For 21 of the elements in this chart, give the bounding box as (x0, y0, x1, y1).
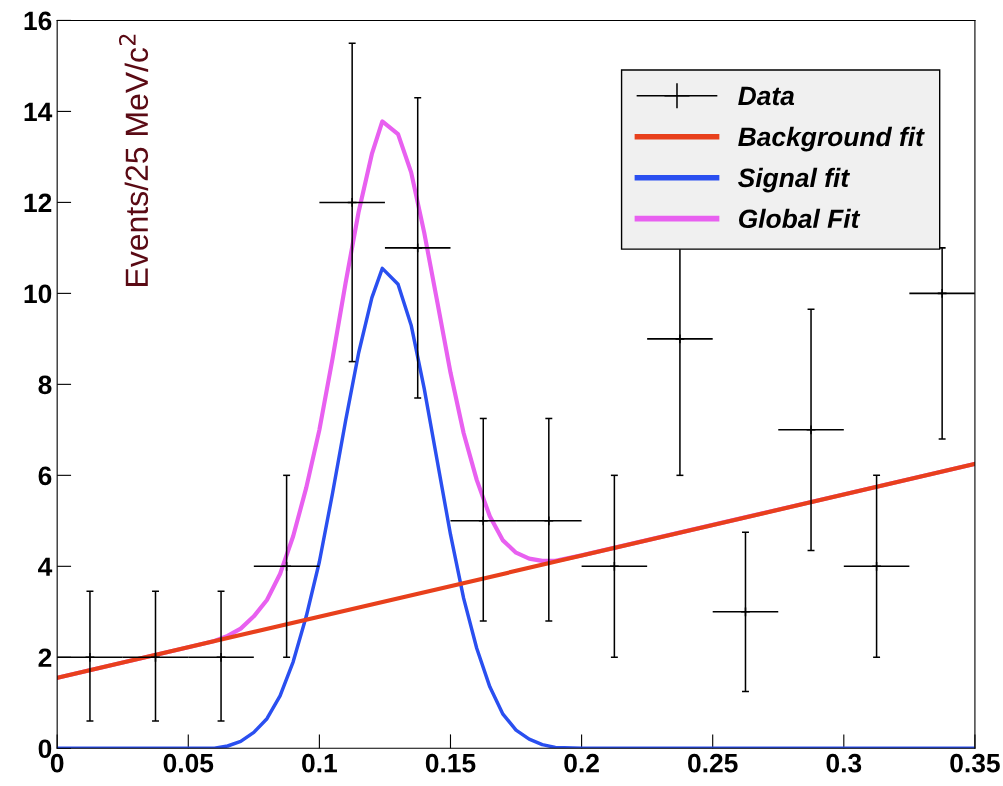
x-tick-label: 0.3 (826, 753, 862, 773)
x-tick-label: 0.2 (564, 753, 599, 773)
x-tick-label: 0.05 (163, 753, 214, 773)
y-axis-title: Events/25 MeV/c$^{2}$ (118, 34, 149, 286)
x-tick-label: 0.35 (950, 753, 1000, 773)
y-tick-label: 6 (38, 466, 52, 486)
legend-label: Signal fit (738, 167, 850, 193)
x-tick-label: 0.15 (425, 753, 476, 773)
legend-label: Data (738, 86, 795, 106)
y-tick-label: 14 (24, 102, 53, 121)
y-tick-label: 16 (24, 11, 52, 31)
y-tick-label: 12 (24, 193, 52, 212)
y-tick-label: 0 (38, 739, 52, 759)
legend-label: Global Fit (738, 208, 861, 229)
y-tick-label: 8 (38, 375, 52, 395)
y-tick-label: 2 (38, 648, 52, 667)
y-tick-label: 4 (38, 557, 53, 576)
x-tick-label: 0.1 (302, 753, 337, 773)
x-tick-label: 0.25 (688, 753, 738, 773)
legend-label: Background fit (738, 126, 925, 152)
y-tick-label: 10 (24, 284, 52, 304)
